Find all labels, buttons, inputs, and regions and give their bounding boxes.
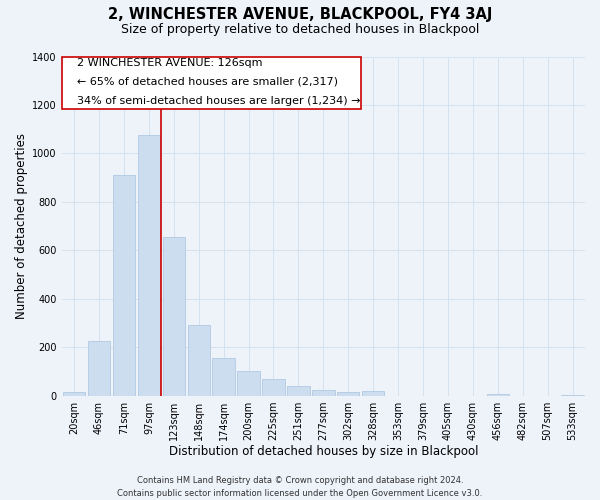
Text: ← 65% of detached houses are smaller (2,317): ← 65% of detached houses are smaller (2,… [77, 77, 338, 87]
Bar [337, 392, 359, 396]
Bar [113, 176, 135, 396]
Bar [262, 379, 284, 396]
Text: 34% of semi-detached houses are larger (1,234) →: 34% of semi-detached houses are larger (… [77, 96, 361, 106]
Text: Size of property relative to detached houses in Blackpool: Size of property relative to detached ho… [121, 22, 479, 36]
Bar [362, 391, 385, 396]
Bar [212, 358, 235, 396]
Y-axis label: Number of detached properties: Number of detached properties [15, 133, 28, 319]
Text: 2 WINCHESTER AVENUE: 126sqm: 2 WINCHESTER AVENUE: 126sqm [77, 58, 263, 68]
Bar [63, 392, 85, 396]
X-axis label: Distribution of detached houses by size in Blackpool: Distribution of detached houses by size … [169, 444, 478, 458]
Bar [188, 325, 210, 396]
Bar [312, 390, 335, 396]
Bar [238, 370, 260, 396]
Bar [487, 394, 509, 396]
Bar [287, 386, 310, 396]
Text: Contains HM Land Registry data © Crown copyright and database right 2024.
Contai: Contains HM Land Registry data © Crown c… [118, 476, 482, 498]
Bar [137, 136, 160, 396]
Bar [88, 340, 110, 396]
FancyBboxPatch shape [62, 56, 361, 108]
Text: 2, WINCHESTER AVENUE, BLACKPOOL, FY4 3AJ: 2, WINCHESTER AVENUE, BLACKPOOL, FY4 3AJ [108, 8, 492, 22]
Bar [562, 395, 584, 396]
Bar [163, 237, 185, 396]
